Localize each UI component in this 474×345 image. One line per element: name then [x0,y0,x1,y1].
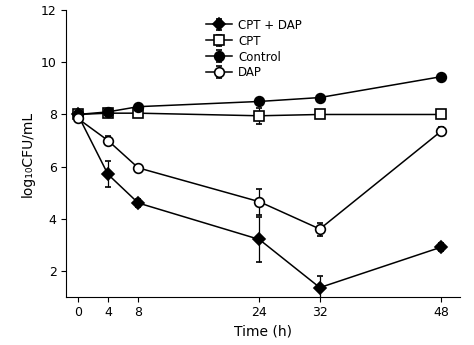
Legend: CPT + DAP, CPT, Control, DAP: CPT + DAP, CPT, Control, DAP [204,16,304,82]
Y-axis label: log₁₀CFU/mL: log₁₀CFU/mL [21,110,35,197]
X-axis label: Time (h): Time (h) [234,325,292,339]
